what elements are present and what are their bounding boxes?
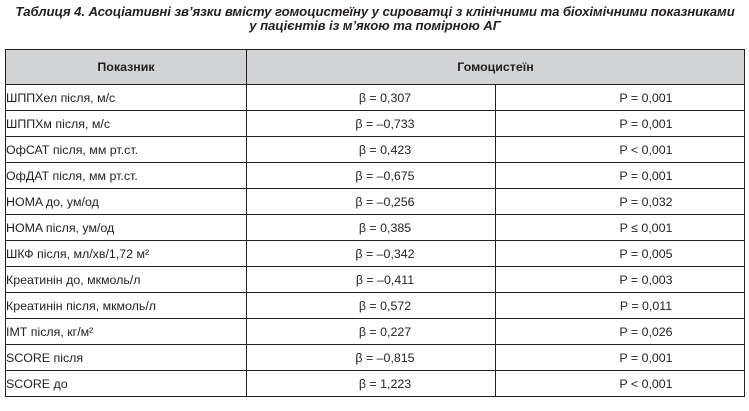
p-value-cell: P ≤ 0,001	[495, 214, 745, 241]
p-value-cell: P < 0,001	[495, 136, 745, 163]
caption-line-1: Таблиця 4. Асоціативні зв’язки вмісту го…	[15, 4, 735, 19]
table-body: ШППХел після, м/с β = 0,307 P = 0,001 ШППХм…	[5, 84, 745, 397]
p-value-cell: P = 0,011	[495, 292, 745, 319]
p-value: P = 0,001	[619, 116, 673, 131]
beta-cell: β = 0,572	[246, 292, 496, 319]
beta-value: β = 0,572	[358, 298, 412, 313]
p-value: P = 0,003	[619, 272, 673, 287]
p-value-cell: P = 0,005	[495, 240, 745, 267]
table-row: ШППХм після, м/с β = –0,733 P = 0,001	[5, 110, 745, 137]
p-value: P = 0,032	[619, 194, 673, 209]
p-value-cell: P = 0,032	[495, 188, 745, 215]
p-value-cell: P = 0,026	[495, 318, 745, 345]
beta-cell: β = –0,733	[246, 110, 496, 137]
beta-value: β = –0,733	[355, 116, 415, 131]
beta-value: β = –0,342	[355, 246, 415, 261]
p-value: P < 0,001	[619, 142, 673, 157]
indicator-cell: HOMA до, ум/од	[5, 188, 247, 215]
p-value: P ≤ 0,001	[619, 220, 673, 235]
table-row: SCORE після β = –0,815 P = 0,001	[5, 344, 745, 371]
table-row: ШКФ після, мл/хв/1,72 м² β = –0,342 P = 0,…	[5, 240, 745, 267]
table-row: Креатинін після, мкмоль/л β = 0,572 P = 0,…	[5, 292, 745, 319]
table-row: ІМТ після, кг/м² β = 0,227 P = 0,026	[5, 318, 745, 345]
table-row: ШППХел після, м/с β = 0,307 P = 0,001	[5, 84, 745, 111]
beta-cell: β = –0,411	[246, 266, 496, 293]
table-row: Креатинін до, мкмоль/л β = –0,411 P = 0,00…	[5, 266, 745, 293]
p-value: P = 0,026	[619, 324, 673, 339]
p-value: P = 0,011	[619, 298, 673, 313]
indicator-cell: SCORE до	[5, 370, 247, 397]
table-caption: Таблиця 4. Асоціативні зв’язки вмісту го…	[6, 5, 744, 33]
beta-value: β = –0,815	[355, 350, 415, 365]
p-value-cell: P = 0,001	[495, 162, 745, 189]
beta-cell: β = 0,385	[246, 214, 496, 241]
indicator-cell: HOMA після, ум/од	[5, 214, 247, 241]
beta-cell: β = 0,423	[246, 136, 496, 163]
p-value-cell: P = 0,003	[495, 266, 745, 293]
p-value: P < 0,001	[619, 376, 673, 391]
table-row: ОфДАТ після, мм рт.ст. β = –0,675 P = 0,00…	[5, 162, 745, 189]
beta-cell: β = 0,307	[246, 84, 496, 111]
homocysteine-associations-table: Показник Гомоцистеїн ШППХел після, м/с β …	[5, 49, 745, 397]
indicator-cell: ОфДАТ після, мм рт.ст.	[5, 162, 247, 189]
indicator-cell: ШКФ після, мл/хв/1,72 м²	[5, 240, 247, 267]
p-value-cell: P = 0,001	[495, 344, 745, 371]
p-value: P = 0,001	[619, 168, 673, 183]
caption-line-2: у пацієнтів із м’якою та помірною АГ	[249, 18, 501, 33]
beta-value: β = 0,307	[358, 90, 412, 105]
beta-value: β = 0,385	[358, 220, 412, 235]
indicator-cell: ОфСАТ після, мм рт.ст.	[5, 136, 247, 163]
beta-value: β = 1,223	[358, 376, 412, 391]
beta-value: β = –0,675	[355, 168, 415, 183]
indicator-cell: ШППХел після, м/с	[5, 84, 247, 111]
p-value: P = 0,001	[619, 90, 673, 105]
beta-cell: β = 1,223	[246, 370, 496, 397]
beta-value: β = 0,423	[358, 142, 412, 157]
indicator-cell: Креатинін до, мкмоль/л	[5, 266, 247, 293]
table-header-row: Показник Гомоцистеїн	[5, 49, 745, 85]
beta-cell: β = –0,256	[246, 188, 496, 215]
indicator-cell: Креатинін після, мкмоль/л	[5, 292, 247, 319]
table-row: HOMA до, ум/од β = –0,256 P = 0,032	[5, 188, 745, 215]
table-row: HOMA після, ум/од β = 0,385 P ≤ 0,001	[5, 214, 745, 241]
beta-value: β = –0,411	[355, 272, 415, 287]
indicator-cell: ШППХм після, м/с	[5, 110, 247, 137]
beta-value: β = –0,256	[355, 194, 415, 209]
p-value: P = 0,001	[619, 350, 673, 365]
p-value-cell: P = 0,001	[495, 84, 745, 111]
beta-cell: β = 0,227	[246, 318, 496, 345]
header-indicator: Показник	[5, 49, 247, 85]
beta-value: β = 0,227	[358, 324, 412, 339]
beta-cell: β = –0,815	[246, 344, 496, 371]
table-row: ОфСАТ після, мм рт.ст. β = 0,423 P < 0,001	[5, 136, 745, 163]
header-homocysteine: Гомоцистеїн	[246, 49, 745, 85]
beta-cell: β = –0,342	[246, 240, 496, 267]
indicator-cell: SCORE після	[5, 344, 247, 371]
beta-cell: β = –0,675	[246, 162, 496, 189]
p-value-cell: P = 0,001	[495, 110, 745, 137]
table-row: SCORE до β = 1,223 P < 0,001	[5, 370, 745, 397]
p-value: P = 0,005	[619, 246, 673, 261]
p-value-cell: P < 0,001	[495, 370, 745, 397]
indicator-cell: ІМТ після, кг/м²	[5, 318, 247, 345]
